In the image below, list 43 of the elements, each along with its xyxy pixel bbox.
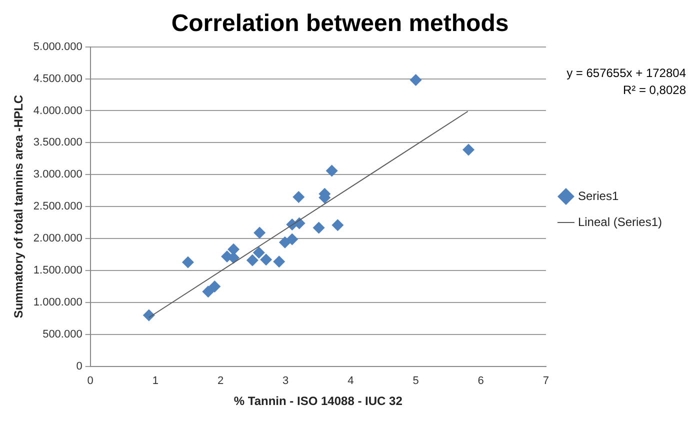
point [202,286,214,298]
y-tick-label: 3.500.000 [33,136,82,149]
point [208,280,221,292]
legend-label: Series1 [578,188,619,203]
point [462,144,475,156]
y-axis-title: Summatory of total tannins area -HPLC [12,94,26,318]
y-tick-label: 2.000.000 [33,232,82,245]
text: R² = 0,8028 [622,83,686,98]
point [292,191,305,204]
y-tick-label: 2.500.000 [33,200,82,213]
y-tick-label: 500.000 [42,328,82,340]
legend-label: Lineal (Series1) [578,214,662,229]
x-tick-label: 5 [412,375,419,388]
point [228,243,240,256]
x-tick-label: 0 [87,375,94,388]
x-tick-label: 7 [542,375,550,388]
y-tick-label: 4.500.000 [33,72,82,85]
x-tick-label: 6 [478,375,484,388]
point [326,164,338,177]
text: y = 657655x + 172804 [566,66,686,80]
point [142,309,155,322]
point [246,254,258,266]
x-tick-label: 2 [217,375,224,388]
point [332,219,344,232]
point [312,222,325,234]
y-tick-label: 5.000.000 [33,40,82,53]
point [286,233,298,246]
point [182,256,194,268]
y-tick-label: 3.000.000 [33,168,82,181]
point [252,246,265,259]
point [273,256,286,268]
y-tick-label: 0 [76,360,82,372]
y-tick-label: 1.000.000 [33,296,82,309]
y-tick-label: 4.000.000 [33,104,82,117]
point [260,254,272,266]
x-tick-label: 1 [152,375,158,388]
point [410,74,422,86]
chart-title: Correlation between methods [171,10,509,38]
y-tick-label: 1.500.000 [33,264,82,277]
x-tick-label: 4 [348,375,354,388]
point [254,226,266,239]
x-axis-title: % Tannin - ISO 14088 - IUC 32 [234,394,403,408]
x-tick-label: 3 [282,375,289,388]
